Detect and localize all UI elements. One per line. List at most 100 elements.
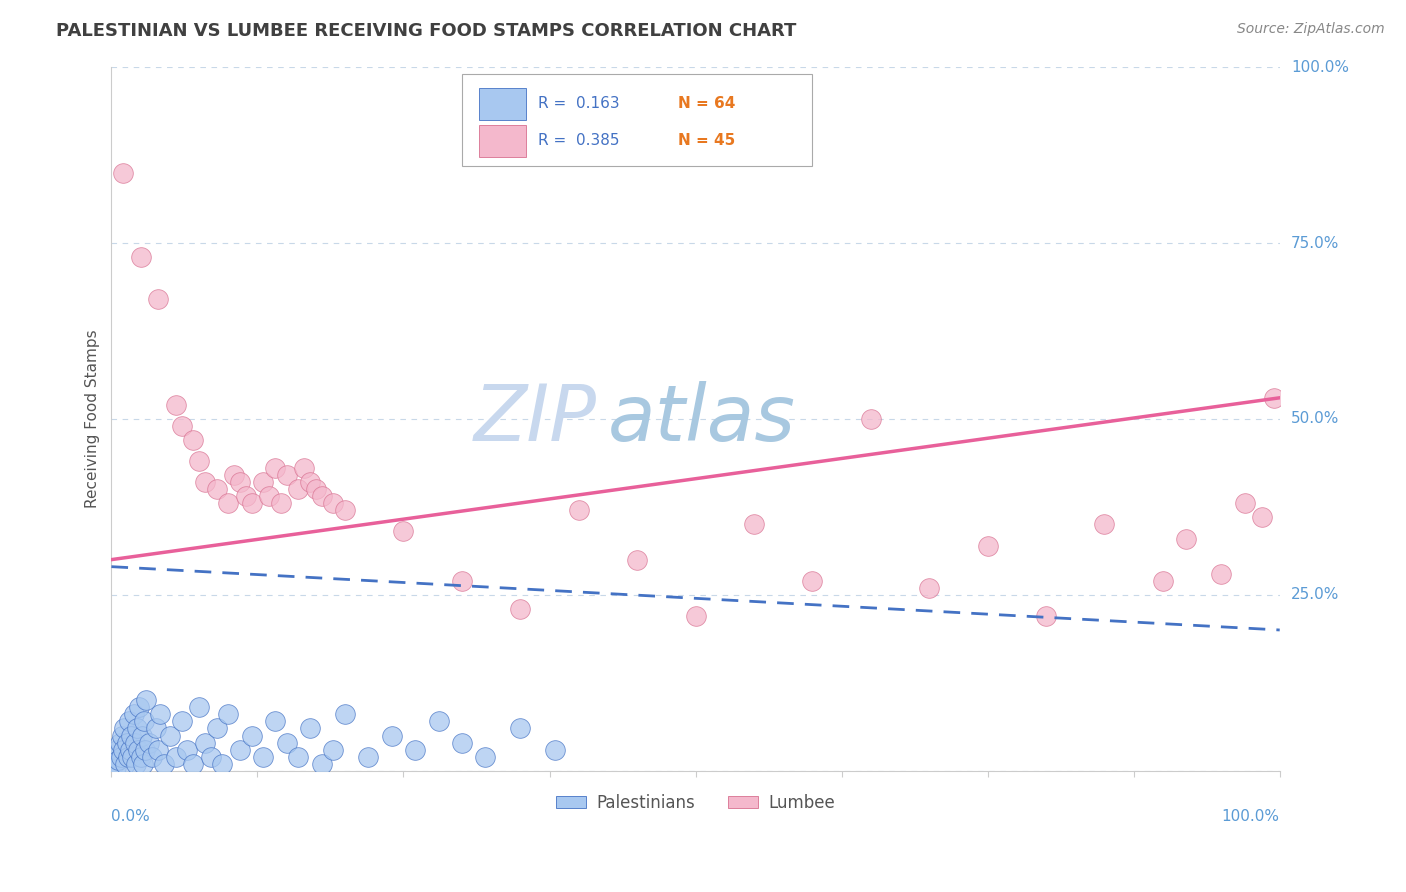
Point — [252, 475, 274, 490]
Point — [1035, 608, 1057, 623]
Point — [110, 749, 132, 764]
Legend: Palestinians, Lumbee: Palestinians, Lumbee — [550, 788, 842, 819]
Point — [801, 574, 824, 588]
Point — [451, 574, 474, 588]
Text: ZIP: ZIP — [474, 381, 596, 457]
Text: atlas: atlas — [607, 381, 796, 457]
Point — [392, 524, 415, 539]
Point — [685, 608, 707, 623]
Point — [322, 742, 344, 756]
Point — [1263, 391, 1285, 405]
Point — [188, 700, 211, 714]
Point — [132, 756, 155, 771]
Point — [127, 722, 149, 736]
Point — [1251, 510, 1274, 524]
Point — [145, 722, 167, 736]
Text: 75.0%: 75.0% — [1291, 235, 1339, 251]
Point — [287, 749, 309, 764]
Point — [217, 496, 239, 510]
Text: N = 64: N = 64 — [678, 96, 735, 112]
Point — [427, 714, 450, 729]
Point — [276, 735, 298, 749]
Point — [287, 483, 309, 497]
Point — [176, 742, 198, 756]
Point — [257, 489, 280, 503]
Point — [235, 489, 257, 503]
Point — [264, 714, 287, 729]
Point — [404, 742, 426, 756]
Point — [1175, 532, 1198, 546]
Point — [568, 503, 591, 517]
Point — [381, 729, 404, 743]
Point — [181, 756, 204, 771]
Point — [252, 749, 274, 764]
Y-axis label: Receiving Food Stamps: Receiving Food Stamps — [86, 329, 100, 508]
Point — [108, 735, 131, 749]
Point — [129, 749, 152, 764]
Point — [918, 581, 941, 595]
Point — [357, 749, 380, 764]
Point — [626, 552, 648, 566]
Point — [1233, 496, 1256, 510]
Point — [211, 756, 233, 771]
Point — [240, 729, 263, 743]
Point — [194, 475, 217, 490]
Point — [298, 475, 321, 490]
Point — [120, 729, 142, 743]
Point — [181, 433, 204, 447]
Point — [976, 539, 998, 553]
Point — [120, 742, 142, 756]
Point — [127, 742, 149, 756]
Point — [105, 760, 128, 774]
Text: 100.0%: 100.0% — [1222, 809, 1279, 824]
Point — [474, 749, 496, 764]
Point — [114, 756, 136, 771]
Point — [170, 419, 193, 434]
Point — [322, 496, 344, 510]
Text: 0.0%: 0.0% — [111, 809, 150, 824]
Point — [138, 735, 160, 749]
Point — [153, 756, 176, 771]
Point — [149, 707, 172, 722]
Point — [146, 742, 169, 756]
Point — [112, 722, 135, 736]
FancyBboxPatch shape — [463, 74, 813, 166]
Point — [118, 714, 141, 729]
Point — [107, 753, 129, 767]
Point — [264, 461, 287, 475]
Point — [311, 489, 333, 503]
Point — [165, 749, 187, 764]
Text: R =  0.385: R = 0.385 — [538, 134, 619, 148]
Point — [229, 742, 252, 756]
Point — [333, 503, 356, 517]
Point — [111, 729, 134, 743]
Point — [141, 749, 163, 764]
Point — [128, 700, 150, 714]
Point — [129, 250, 152, 264]
Point — [451, 735, 474, 749]
Point — [135, 693, 157, 707]
Point — [292, 461, 315, 475]
Point — [859, 412, 882, 426]
Point — [742, 517, 765, 532]
FancyBboxPatch shape — [479, 126, 526, 157]
Point — [1152, 574, 1174, 588]
Point — [205, 722, 228, 736]
Point — [188, 454, 211, 468]
Point — [112, 166, 135, 180]
Point — [222, 468, 245, 483]
Point — [170, 714, 193, 729]
FancyBboxPatch shape — [479, 88, 526, 120]
Text: PALESTINIAN VS LUMBEE RECEIVING FOOD STAMPS CORRELATION CHART: PALESTINIAN VS LUMBEE RECEIVING FOOD STA… — [56, 22, 797, 40]
Point — [1211, 566, 1233, 581]
Point — [117, 749, 139, 764]
Text: 25.0%: 25.0% — [1291, 587, 1339, 602]
Point — [298, 722, 321, 736]
Point — [124, 735, 146, 749]
Point — [200, 749, 222, 764]
Point — [217, 707, 239, 722]
Text: R =  0.163: R = 0.163 — [538, 96, 620, 112]
Point — [194, 735, 217, 749]
Point — [112, 742, 135, 756]
Point — [240, 496, 263, 510]
